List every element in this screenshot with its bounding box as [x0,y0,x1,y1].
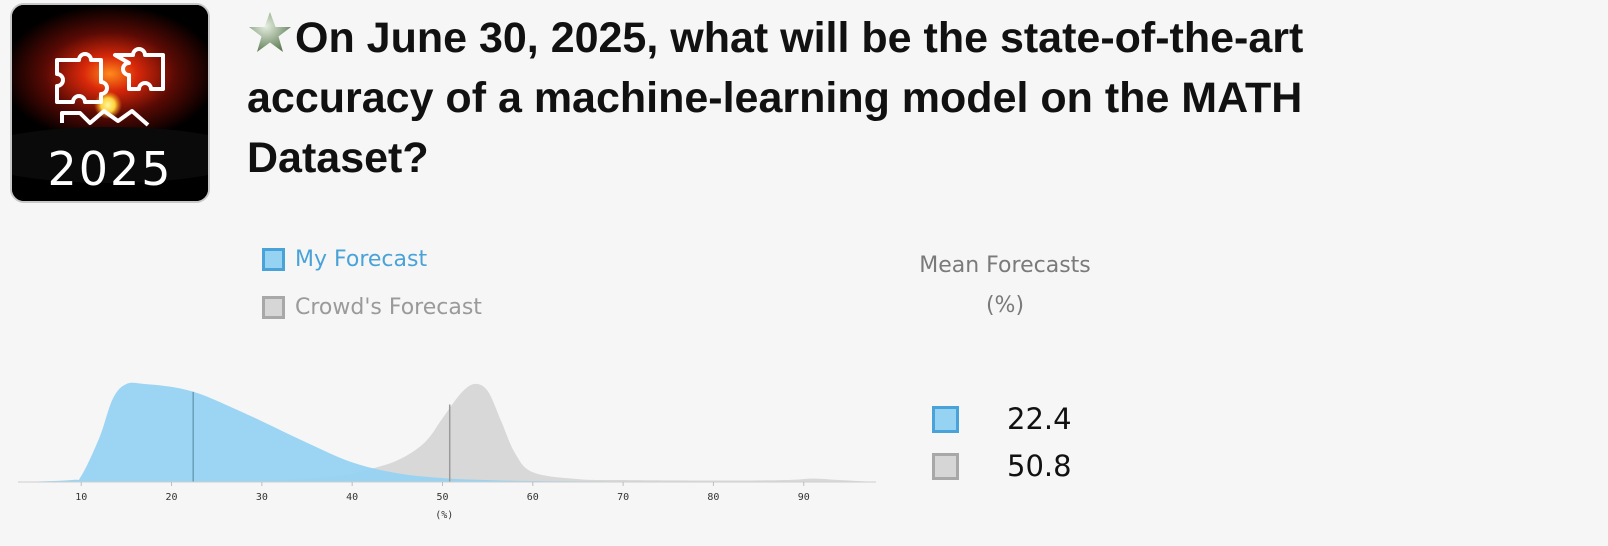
mean-row-crowd-forecast: 50.8 [932,449,1072,483]
mean-crowd-swatch [932,452,959,480]
x-tick-label: 90 [798,492,810,503]
legend-crowd-forecast-label: Crowd's Forecast [295,294,482,320]
mean-row-my-forecast: 22.4 [932,402,1072,436]
x-tick-label: 40 [346,492,358,503]
question-title: On June 30, 2025, what will be the state… [247,8,1457,188]
legend-my-forecast[interactable]: My Forecast [262,244,427,274]
mean-forecasts-heading: Mean Forecasts (%) [880,246,1130,326]
x-tick-label: 20 [166,492,178,503]
star-icon [247,10,293,56]
app-logo-text: 2025 [47,142,172,196]
app-logo: 2025 [10,3,210,203]
mean-my-swatch [932,405,959,433]
mean-crowd-value: 50.8 [1007,449,1072,483]
x-tick-label: 30 [256,492,268,503]
mean-forecasts-unit: (%) [985,293,1025,318]
crowd-forecast-swatch [262,295,285,319]
legend-my-forecast-label: My Forecast [295,246,428,272]
my-forecast-swatch [262,247,285,271]
legend-crowd-forecast[interactable]: Crowd's Forecast [262,292,482,322]
my-forecast-density-area [18,382,876,482]
mean-forecasts-title: Mean Forecasts [919,253,1091,278]
x-axis-label: (%) [435,510,453,521]
density-chart[interactable]: 10 20 30 40 50 60 70 80 90 (%) [0,370,900,540]
question-title-text: On June 30, 2025, what will be the state… [247,14,1304,182]
x-tick-label: 50 [436,492,448,503]
x-tick-label: 60 [527,492,539,503]
x-tick-label: 10 [75,492,87,503]
x-tick-label: 70 [617,492,629,503]
x-tick-label: 80 [707,492,719,503]
crowd-forecast-density-area [18,383,876,482]
mean-my-value: 22.4 [1007,402,1072,436]
